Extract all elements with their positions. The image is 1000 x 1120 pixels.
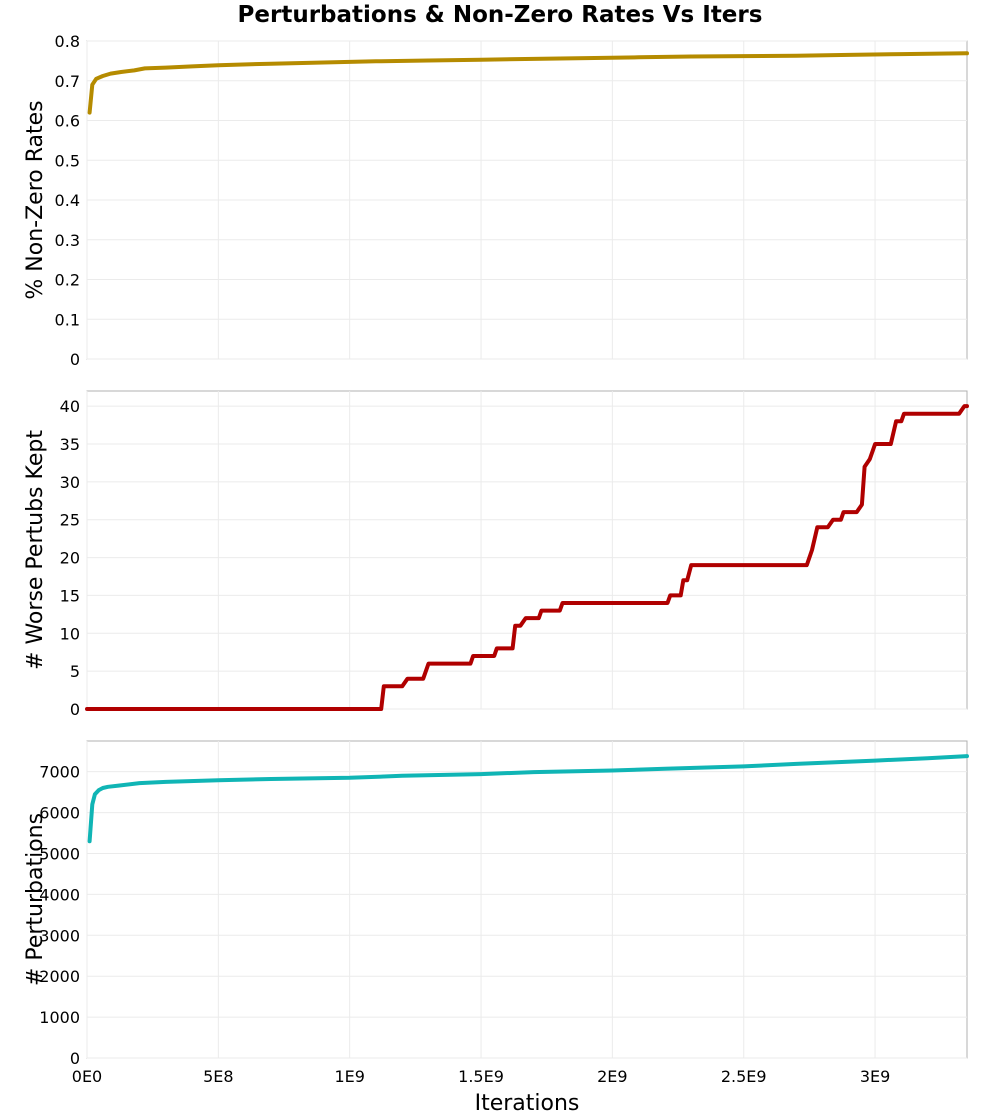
nonzero-rates-y-tick-label: 0.5: [55, 151, 80, 170]
nonzero-rates-y-tick-label: 0.4: [55, 191, 80, 210]
worse-perturbs-y-tick-label: 25: [60, 511, 80, 530]
worse-perturbs-plot-frame: [87, 391, 967, 709]
worse-perturbs-y-tick-label: 20: [60, 549, 80, 568]
nonzero-rates-y-axis-label: % Non-Zero Rates: [23, 100, 48, 299]
perturbations-y-tick-label: 7000: [39, 763, 80, 782]
perturbations-y-tick-label: 0: [70, 1049, 80, 1068]
worse-perturbs-y-tick-label: 30: [60, 473, 80, 492]
perturbations-y-tick-label: 1000: [39, 1008, 80, 1027]
nonzero-rates-y-tick-label: 0.6: [55, 112, 80, 131]
worse-perturbs-y-tick-label: 15: [60, 586, 80, 605]
nonzero-rates-panel: 0 0.1 0.2 0.3 0.4 0.5 0.6 0.7 0.8 % Non-Zero Rate…: [23, 32, 967, 369]
worse-perturbs-panel: 0 5 10 15 20 25 30 35 40 # Worse Pertubs Kept: [23, 391, 967, 719]
perturbations-y-axis-label: # Perturbations: [23, 813, 48, 986]
nonzero-rates-y-tick-label: 0.3: [55, 231, 80, 250]
nonzero-rates-y-tick-label: 0.7: [55, 72, 80, 91]
perturbations-x-tick-label: 1.5E9: [458, 1067, 504, 1086]
worse-perturbs-y-tick-label: 5: [70, 662, 80, 681]
worse-perturbs-y-tick-label: 0: [70, 700, 80, 719]
nonzero-rates-y-tick-label: 0.2: [55, 271, 80, 290]
perturbations-x-axis-label: Iterations: [475, 1091, 580, 1116]
worse-perturbs-y-tick-label: 40: [60, 397, 80, 416]
perturbations-x-tick-label: 0E0: [72, 1067, 102, 1086]
worse-perturbs-y-tick-label: 10: [60, 624, 80, 643]
nonzero-rates-y-tick-label: 0: [70, 350, 80, 369]
nonzero-rates-y-tick-label: 0.1: [55, 310, 80, 329]
perturbations-plot-frame: [87, 741, 967, 1058]
perturbations-x-tick-label: 2.5E9: [721, 1067, 767, 1086]
chart-canvas: 0 0.1 0.2 0.3 0.4 0.5 0.6 0.7 0.8 % Non-Zero Rate…: [0, 0, 1000, 1120]
nonzero-rates-y-tick-label: 0.8: [55, 32, 80, 51]
perturbations-x-tick-label: 5E8: [203, 1067, 233, 1086]
perturbations-x-tick-label: 1E9: [334, 1067, 364, 1086]
perturbations-x-tick-label: 2E9: [597, 1067, 627, 1086]
worse-perturbs-y-tick-label: 35: [60, 435, 80, 454]
worse-perturbs-y-axis-label: # Worse Pertubs Kept: [23, 430, 48, 670]
perturbations-x-tick-label: 3E9: [860, 1067, 890, 1086]
